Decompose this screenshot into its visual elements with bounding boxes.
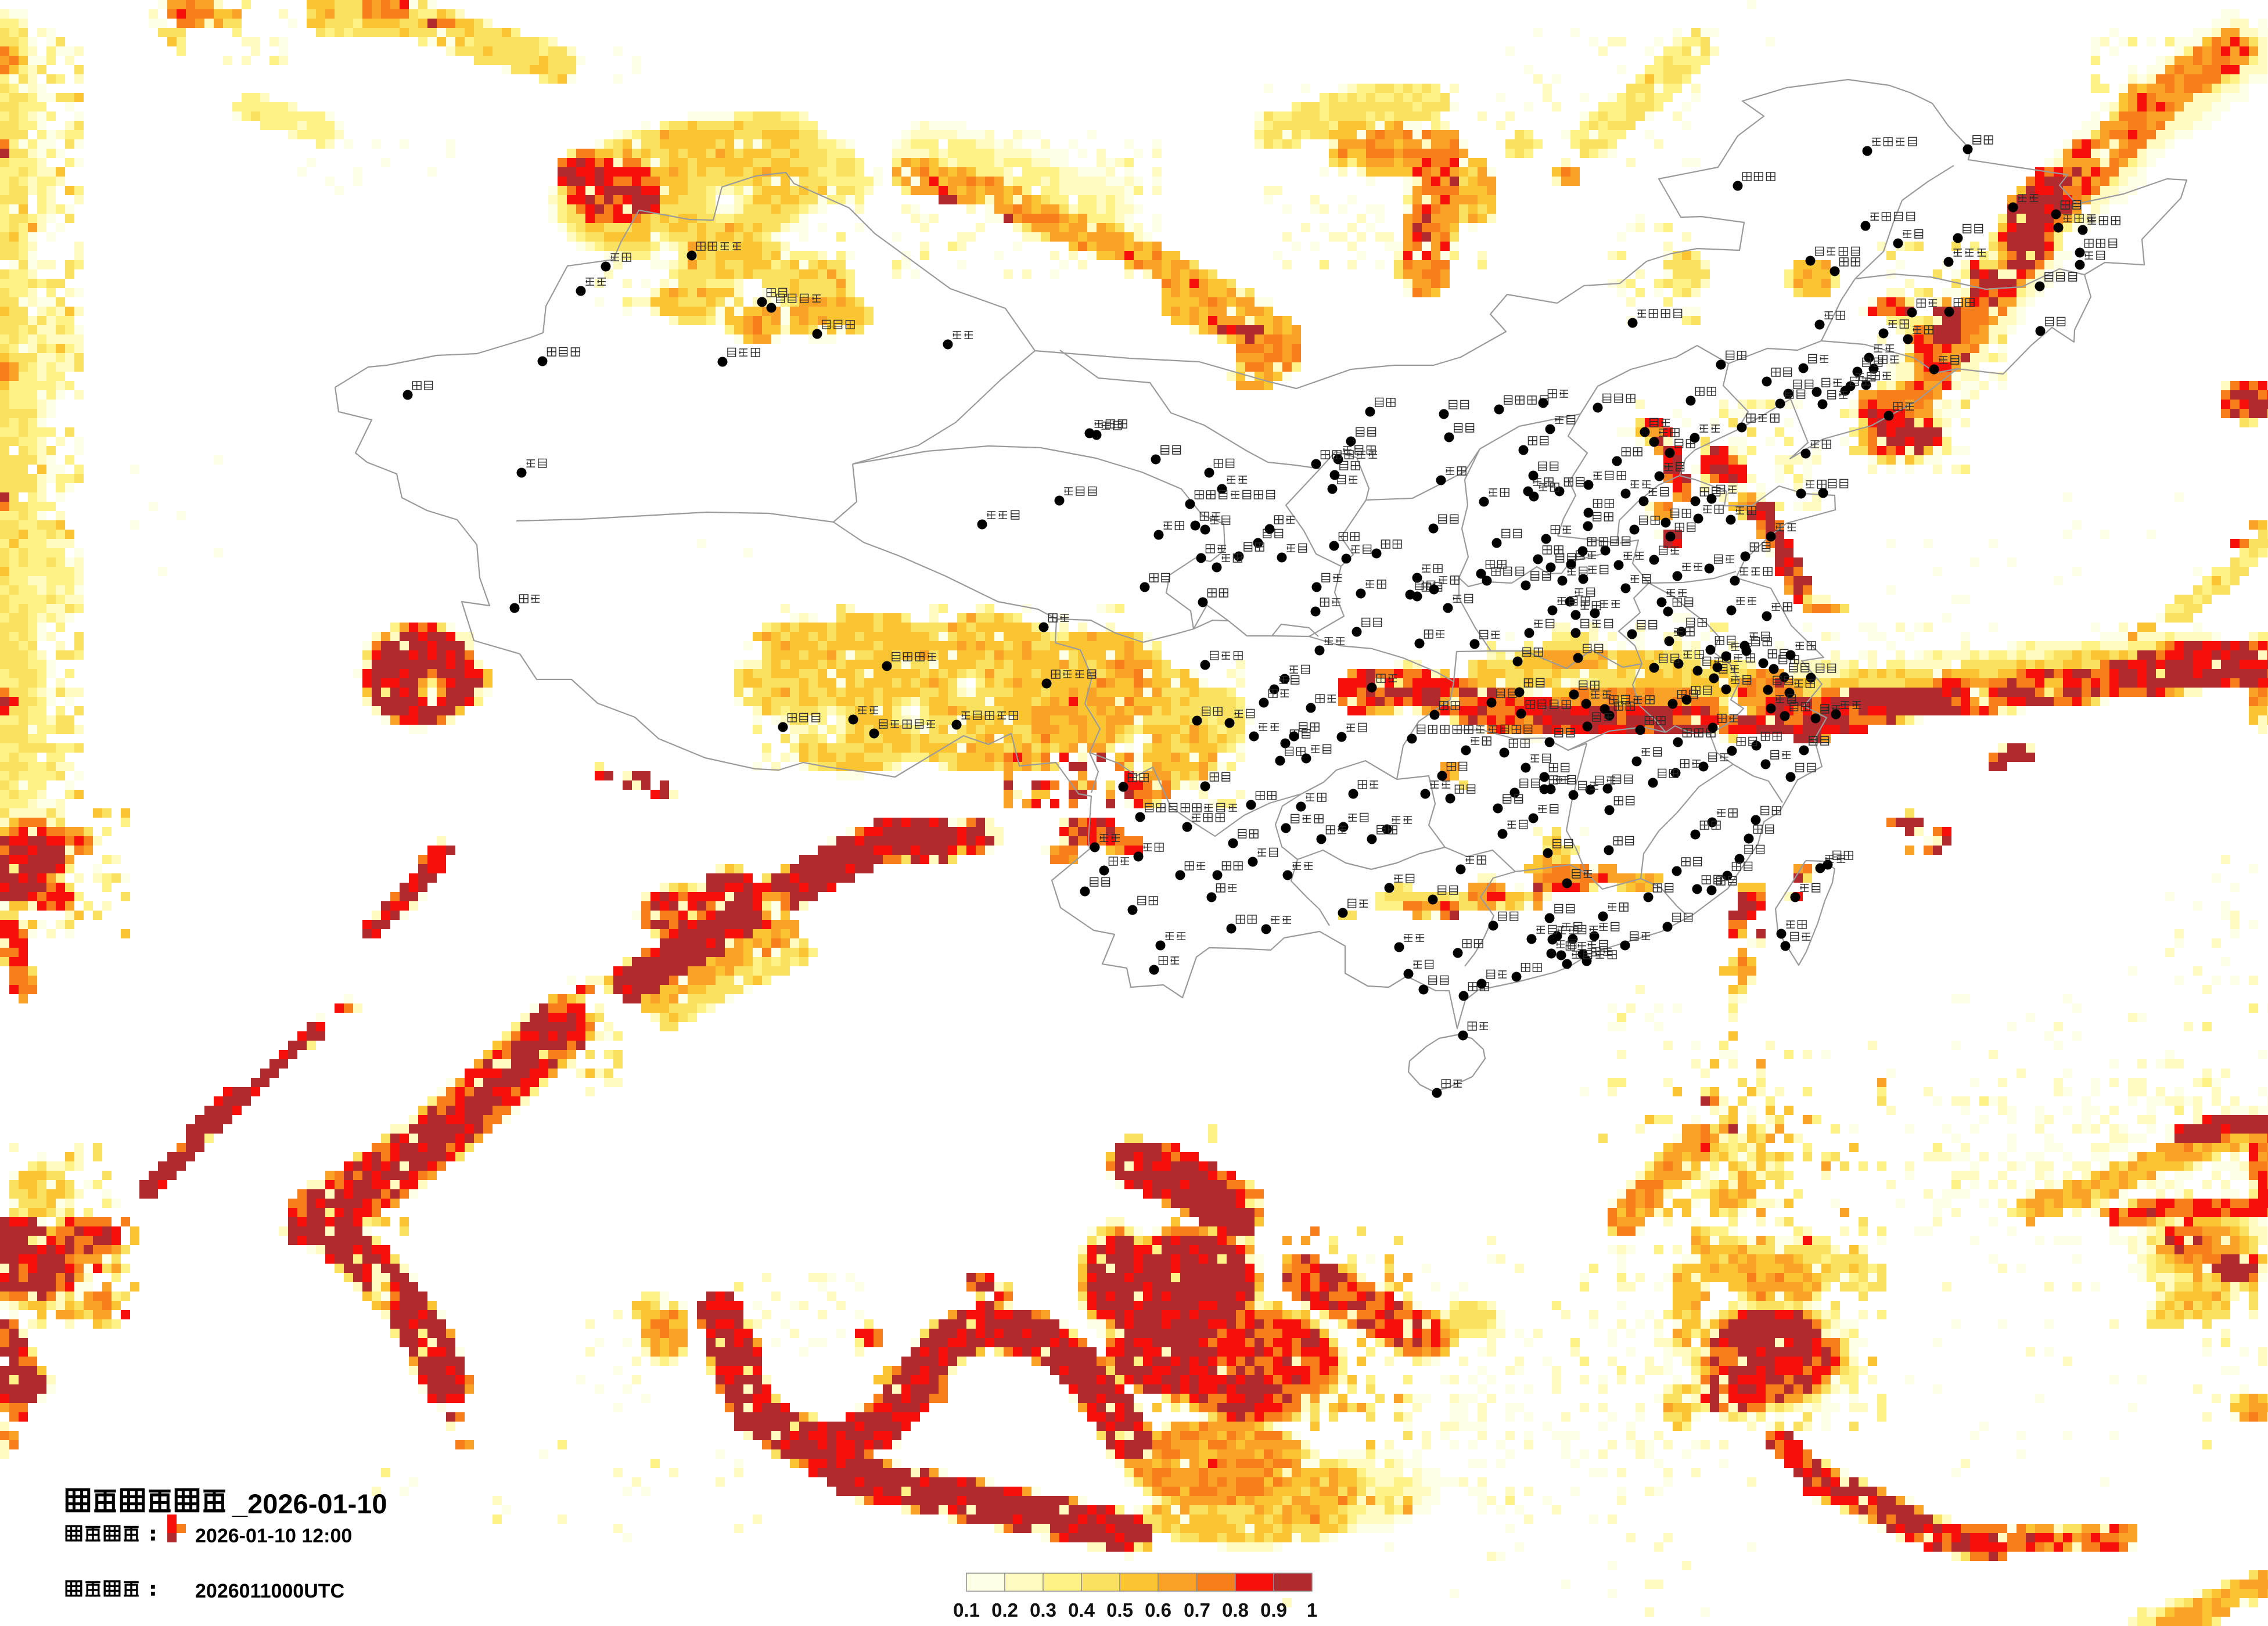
svg-text:_2026-01-10: _2026-01-10 (232, 1488, 387, 1519)
svg-text:0.6: 0.6 (1145, 1599, 1171, 1621)
svg-text:0.3: 0.3 (1030, 1599, 1056, 1621)
svg-text:0.9: 0.9 (1260, 1599, 1287, 1621)
svg-text:2026-01-10 12:00: 2026-01-10 12:00 (195, 1525, 352, 1547)
svg-text:2026011000UTC: 2026011000UTC (195, 1580, 344, 1602)
svg-text:1: 1 (1307, 1599, 1317, 1621)
svg-text:0.1: 0.1 (953, 1599, 980, 1621)
svg-text:0.2: 0.2 (991, 1599, 1018, 1621)
svg-text:0.4: 0.4 (1068, 1599, 1095, 1621)
svg-text:0.8: 0.8 (1222, 1599, 1249, 1621)
svg-text:0.7: 0.7 (1184, 1599, 1210, 1621)
svg-text:0.5: 0.5 (1106, 1599, 1133, 1621)
